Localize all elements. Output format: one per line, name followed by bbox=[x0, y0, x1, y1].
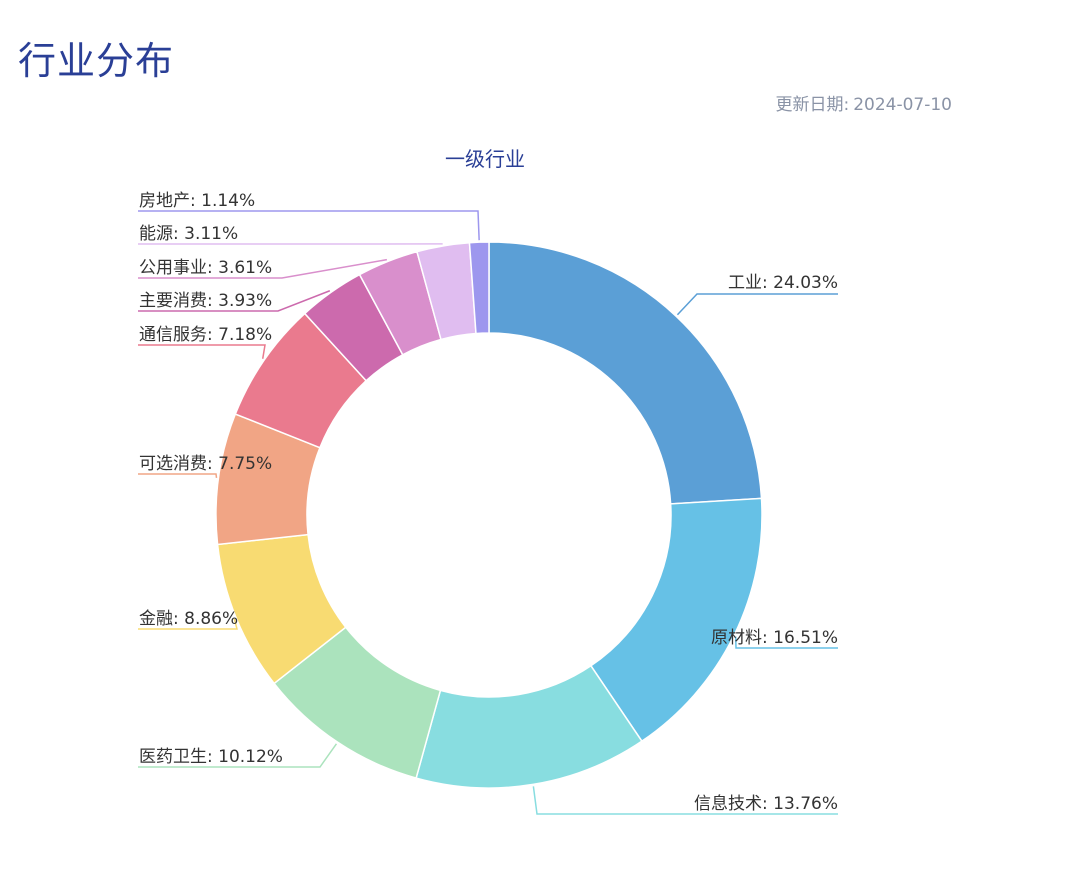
leader-line bbox=[676, 293, 838, 316]
slice-labels: 工业: 24.03% 原材料: 16.51% 信息技术: 13.76% 医药卫生: 1… bbox=[139, 191, 838, 814]
update-date-value: 2024-07-10 bbox=[853, 95, 952, 115]
slice-label: 工业: 24.03% bbox=[728, 273, 838, 293]
label-leader-lines bbox=[138, 210, 838, 815]
leader-line bbox=[138, 743, 338, 768]
update-date-label: 更新日期: bbox=[775, 95, 850, 115]
slice-label: 房地产: 1.14% bbox=[139, 191, 255, 211]
page-title: 行业分布 bbox=[18, 39, 175, 83]
leader-line bbox=[532, 786, 838, 815]
slice-label: 原材料: 16.51% bbox=[711, 628, 838, 648]
slice-label: 信息技术: 13.76% bbox=[694, 794, 838, 814]
slice-label: 医药卫生: 10.12% bbox=[139, 747, 283, 767]
leader-line bbox=[138, 258, 388, 279]
donut-slice[interactable] bbox=[468, 241, 490, 335]
slice-label: 公用事业: 3.61% bbox=[139, 258, 272, 278]
leader-line bbox=[138, 473, 218, 478]
slice-label: 能源: 3.11% bbox=[139, 224, 238, 244]
leader-line bbox=[734, 636, 838, 649]
slice-label: 主要消费: 3.93% bbox=[139, 291, 272, 311]
leader-line bbox=[138, 210, 480, 241]
slice-label: 金融: 8.86% bbox=[139, 609, 238, 629]
leader-line bbox=[138, 618, 238, 630]
leader-line bbox=[138, 344, 266, 359]
donut-slice[interactable] bbox=[488, 241, 763, 505]
chart-title: 一级行业 bbox=[445, 147, 525, 171]
update-date: 更新日期: 2024-07-10 bbox=[775, 90, 952, 115]
leader-line bbox=[138, 290, 331, 312]
slice-label: 通信服务: 7.18% bbox=[139, 325, 272, 345]
donut-slices bbox=[215, 241, 763, 789]
slice-label: 可选消费: 7.75% bbox=[139, 454, 272, 474]
